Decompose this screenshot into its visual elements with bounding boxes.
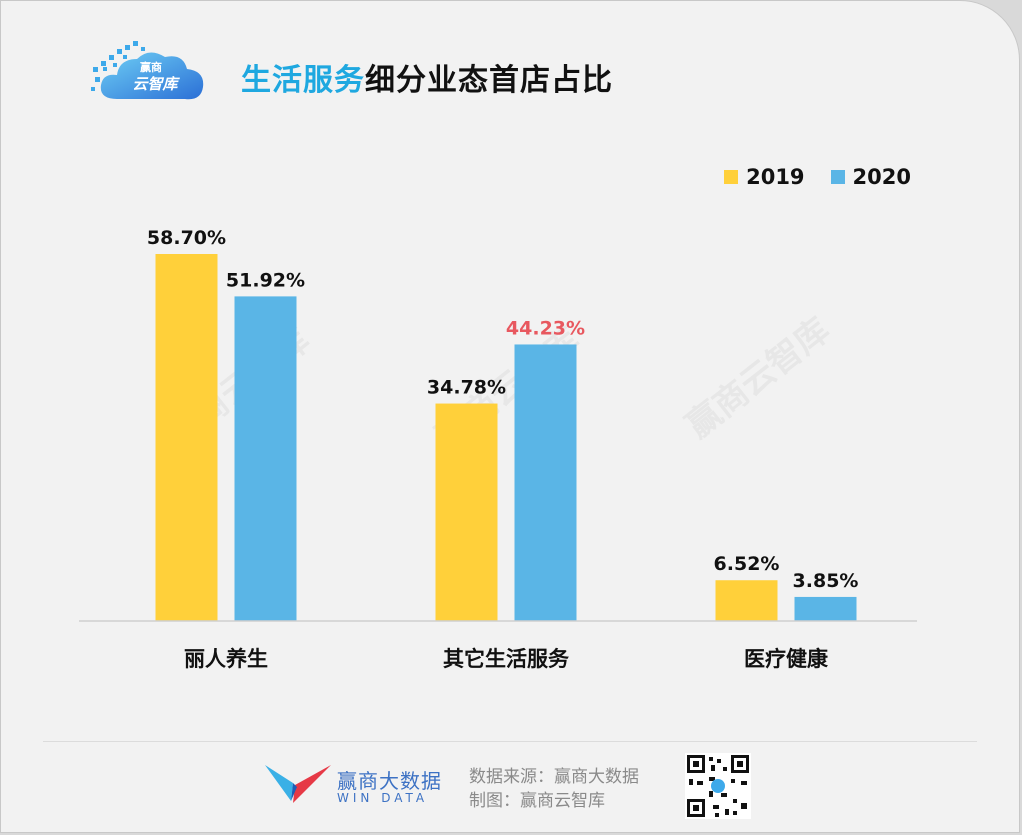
brand-name: 赢商大数据 — [337, 769, 442, 793]
data-label-2019-1: 58.70% — [147, 227, 226, 249]
chart-made-by: 制图：赢商云智库 — [469, 791, 605, 811]
x-tick-label: 丽人养生 — [184, 647, 268, 671]
legend-swatch-2019 — [724, 170, 739, 184]
legend-swatch-2020 — [830, 170, 845, 184]
legend-label-2020: 2020 — [852, 165, 911, 189]
x-tick-label: 医疗健康 — [744, 647, 829, 671]
footer-divider — [43, 741, 977, 742]
bar-chart: 58.70%51.92% 丽人养生 34.78% 44.23% 其它生活服务 6.52% 3… — [79, 227, 917, 671]
cloud-pixel-logo-icon: 赢商 云智库 — [91, 41, 204, 100]
bar-2020-2 — [514, 344, 577, 621]
title-rest: 细分业态首店占比 — [365, 63, 613, 98]
data-label-2020-1: 51.92% — [226, 269, 305, 291]
legend-item-2019: 2019 — [724, 165, 805, 189]
qr-code-icon[interactable] — [685, 753, 751, 819]
title-highlight: 生活服务 — [241, 63, 365, 98]
logo-line1: 赢商 — [140, 60, 162, 74]
legend-label-2019: 2019 — [746, 165, 805, 189]
data-label-2019-2: 34.78% — [427, 377, 506, 399]
chart-legend: 2019 2020 — [724, 165, 911, 189]
bar-2019-1 — [155, 254, 218, 621]
data-source: 数据来源：赢商大数据 — [469, 767, 639, 787]
bar-2020-3 — [794, 596, 857, 621]
source-text: 数据来源：赢商大数据 制图：赢商云智库 — [469, 765, 639, 813]
legend-item-2020: 2020 — [830, 165, 911, 189]
logo-line2: 云智库 — [132, 75, 180, 93]
bar-2020-1 — [234, 296, 297, 621]
x-tick-label: 其它生活服务 — [443, 647, 570, 671]
bar-2019-2 — [435, 403, 498, 621]
data-label-2020-3: 3.85% — [793, 570, 859, 592]
page-title: 生活服务细分业态首店占比 — [241, 55, 613, 99]
bar-2019-3 — [715, 580, 778, 621]
brand-en: WIN DATA — [337, 791, 429, 805]
data-label-2019-3: 6.52% — [714, 553, 780, 575]
data-label-2020-2: 44.23% — [506, 317, 585, 339]
windata-logo-icon — [265, 765, 331, 803]
